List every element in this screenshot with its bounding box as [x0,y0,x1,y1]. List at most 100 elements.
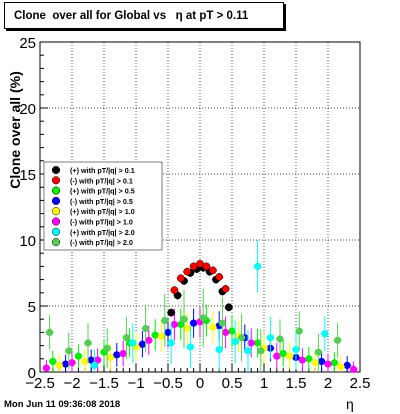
legend-label: (-) with pT/|q| > 2.0 [70,238,133,247]
legend-label: (-) with pT/|q| > 0.1 [70,176,133,185]
data-point [186,343,194,351]
data-point [84,339,92,347]
data-point [228,327,236,335]
data-point [94,356,102,364]
y-tick-label: 0 [28,365,36,382]
data-point [49,357,57,366]
data-point [122,334,130,342]
data-point [321,330,329,338]
legend-marker [51,196,61,205]
data-point [90,361,98,369]
data-point [247,339,255,347]
data-point [74,352,82,360]
data-point [119,349,127,358]
legend-marker [51,176,61,185]
data-point [273,352,281,360]
x-tick-labels: −2.5 −2 −1.5 −1 −0.5 0 0.5 1 1.5 2 2.5 [25,375,370,392]
data-point [231,338,239,346]
title-box: Clone over all for Global vs η at pT > 0… [4,2,284,29]
series-7 [45,288,342,372]
data-point [208,266,217,275]
data-point [180,315,188,323]
data-point [158,332,166,340]
series-1 [170,259,230,295]
data-point [170,286,179,295]
series-4 [55,311,345,372]
y-tick-label: 10 [19,233,36,250]
data-point [209,323,217,331]
x-tick-label: −2.5 [25,375,55,392]
x-tick-label: 0 [196,375,204,392]
data-point [286,352,294,360]
legend-marker [51,238,61,247]
data-point [238,334,246,342]
footer-date: Mon Jun 11 09:36:08 2018 [4,399,121,410]
legend-marker [51,165,61,175]
data-point [292,345,300,354]
data-point [46,328,54,336]
data-point [199,314,207,322]
data-point [350,365,358,373]
data-point [215,273,224,281]
data-point [183,267,192,276]
data-point [330,359,338,367]
data-point [151,331,159,339]
y-tick-label: 20 [19,101,36,118]
x-axis-label: η [346,396,354,412]
data-point [42,364,51,372]
data-point [221,284,230,293]
legend-marker [51,207,61,216]
legend-label: (-) with pT/|q| > 1.0 [70,218,133,227]
data-point [167,308,176,317]
data-point [113,351,121,359]
data-point [167,339,175,347]
data-point [334,336,342,344]
x-tick-label: 1 [260,375,268,392]
data-point [68,359,76,367]
data-point [202,262,211,271]
legend-box [43,161,163,251]
data-point [145,336,153,344]
data-point [298,356,306,364]
data-point [276,335,284,343]
legend-label: (-) with pT/|q| > 0.5 [70,197,133,206]
x-tick-label: −1.5 [89,375,119,392]
y-tick-labels: 0 5 10 15 20 25 [19,35,36,382]
data-point [343,361,351,369]
x-tick-label: −2 [63,375,80,392]
y-tick-label: 25 [19,35,36,52]
legend-label: (+) with pT/|q| > 2.0 [70,228,135,237]
data-point [190,319,198,327]
data-point [257,347,265,355]
data-point [81,357,89,366]
data-point [170,320,178,329]
data-point [215,345,223,354]
data-point [55,361,63,369]
legend-marker [51,217,61,226]
x-tick-label: 2.5 [350,375,371,392]
y-tick-label: 15 [19,167,36,184]
data-point [337,363,345,371]
data-point [254,262,262,270]
data-point [279,349,287,358]
data-point [224,303,233,312]
chart-title: Clone over all for Global vs η at pT > 0… [14,10,249,22]
data-point [177,320,185,329]
x-tick-label: 1.5 [286,375,307,392]
series-6 [90,240,329,372]
data-point [311,359,319,367]
x-tick-label: −1 [127,375,144,392]
legend-marker [51,186,61,195]
x-tick-label: 2 [324,375,332,392]
data-point [87,356,95,364]
data-point [305,355,313,363]
data-point [142,324,150,333]
y-tick-label: 5 [28,299,36,316]
data-point [218,319,226,327]
y-axis-label: Clone over all (%) [7,71,23,189]
data-point [314,348,322,356]
x-tick-label: 0.5 [222,375,243,392]
data-point [266,334,274,342]
data-point [295,327,303,335]
